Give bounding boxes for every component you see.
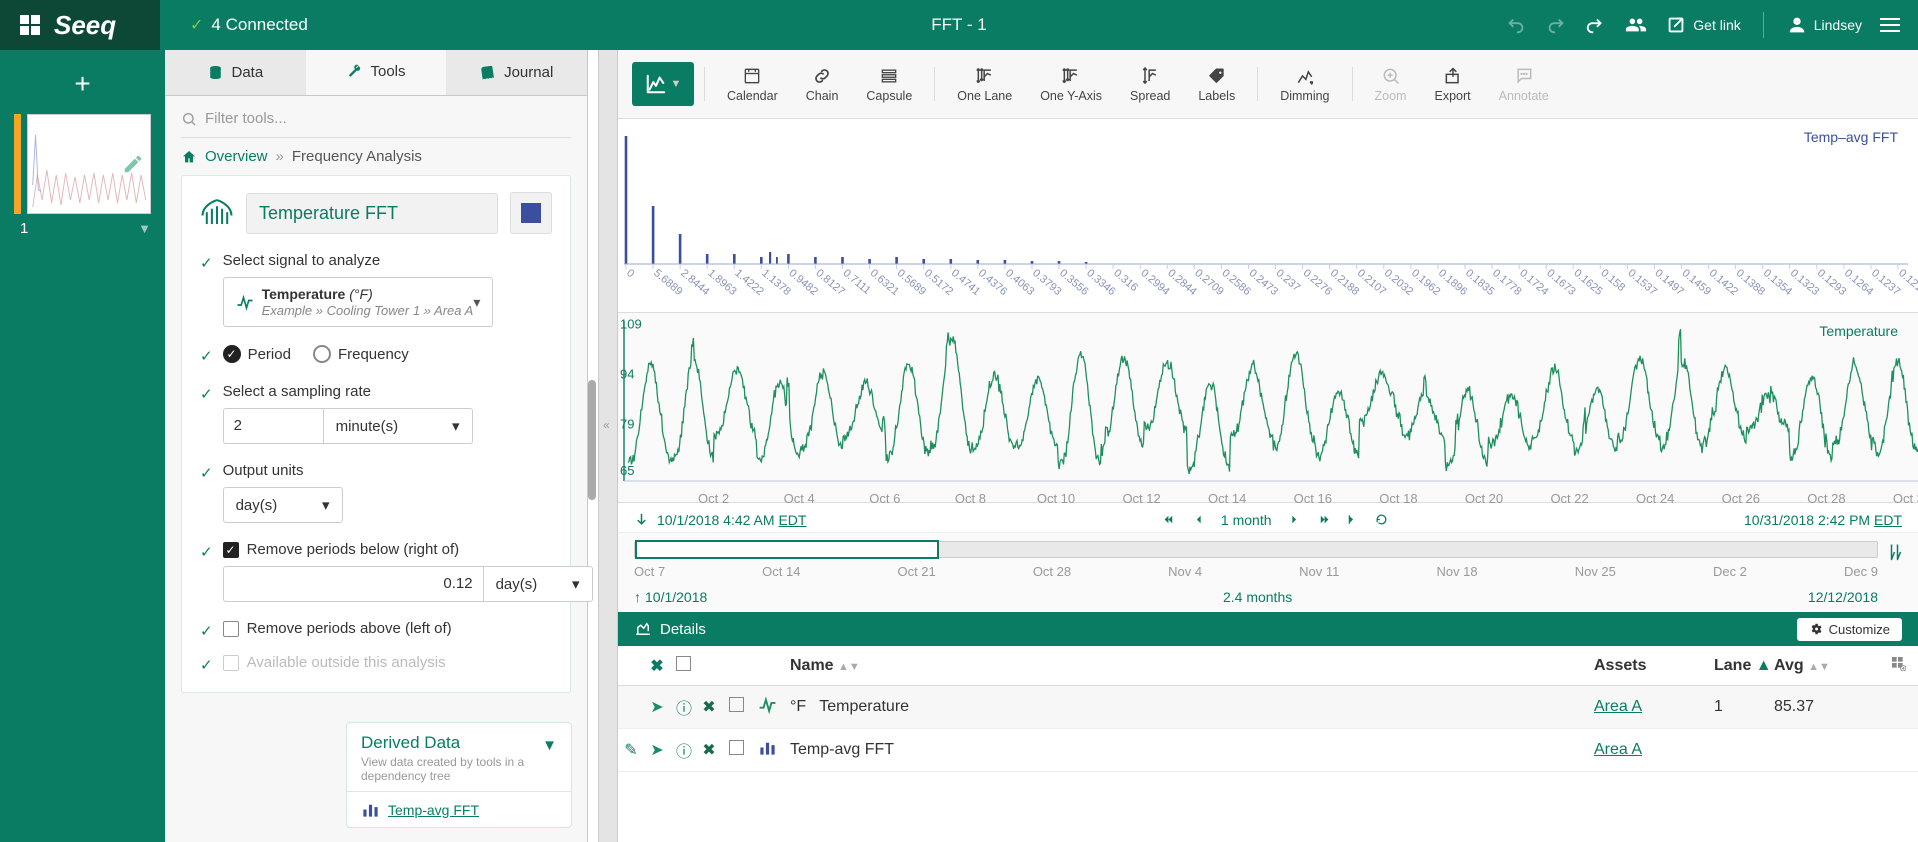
svg-text:0.4063: 0.4063 [1003, 267, 1036, 298]
svg-text:Oct 4: Oct 4 [784, 491, 815, 503]
svg-text:0.1724: 0.1724 [1517, 267, 1550, 298]
svg-text:65: 65 [620, 463, 634, 478]
svg-text:0: 0 [624, 267, 636, 280]
svg-text:0.5689: 0.5689 [895, 267, 928, 298]
svg-text:Oct 12: Oct 12 [1122, 491, 1160, 503]
svg-text:0.1237: 0.1237 [1869, 267, 1902, 298]
svg-text:0.1323: 0.1323 [1788, 267, 1821, 298]
svg-text:109: 109 [620, 316, 642, 331]
svg-text:0.2709: 0.2709 [1192, 267, 1225, 298]
svg-text:0.1388: 0.1388 [1734, 267, 1767, 298]
svg-text:0.1673: 0.1673 [1544, 267, 1577, 298]
svg-text:0.3793: 0.3793 [1030, 267, 1063, 298]
svg-text:0.2032: 0.2032 [1382, 267, 1415, 298]
svg-text:1.4222: 1.4222 [732, 267, 765, 298]
svg-text:0.2586: 0.2586 [1219, 267, 1252, 298]
svg-text:0.2276: 0.2276 [1301, 267, 1334, 298]
svg-text:Oct 10: Oct 10 [1037, 491, 1075, 503]
svg-text:0.2107: 0.2107 [1355, 267, 1388, 298]
svg-text:0.1835: 0.1835 [1463, 267, 1496, 298]
svg-text:2.8444: 2.8444 [678, 267, 711, 298]
svg-text:0.1896: 0.1896 [1436, 267, 1469, 298]
svg-text:0.2188: 0.2188 [1328, 267, 1361, 298]
svg-text:0.2844: 0.2844 [1165, 267, 1198, 298]
svg-text:94: 94 [620, 366, 634, 381]
svg-text:1.1378: 1.1378 [759, 267, 792, 298]
svg-text:0.3346: 0.3346 [1084, 267, 1117, 298]
svg-text:0.1293: 0.1293 [1815, 267, 1848, 298]
svg-text:Oct 8: Oct 8 [955, 491, 986, 503]
svg-text:0.5172: 0.5172 [922, 267, 955, 298]
svg-text:0.2994: 0.2994 [1138, 267, 1171, 298]
svg-text:0.1459: 0.1459 [1680, 267, 1713, 298]
svg-text:0.4376: 0.4376 [976, 267, 1009, 298]
svg-text:0.9482: 0.9482 [786, 267, 819, 298]
svg-text:5.6889: 5.6889 [651, 267, 684, 298]
svg-text:Oct 14: Oct 14 [1208, 491, 1246, 503]
svg-text:0.1537: 0.1537 [1625, 267, 1658, 298]
svg-text:Oct 30: Oct 30 [1893, 491, 1918, 503]
svg-text:0.1497: 0.1497 [1652, 267, 1685, 298]
svg-text:Oct 26: Oct 26 [1722, 491, 1760, 503]
svg-text:Oct 18: Oct 18 [1379, 491, 1417, 503]
svg-text:Oct 24: Oct 24 [1636, 491, 1674, 503]
svg-text:0.4741: 0.4741 [949, 267, 982, 298]
svg-text:0.1625: 0.1625 [1571, 267, 1604, 298]
svg-text:0.8127: 0.8127 [813, 267, 846, 298]
svg-text:Oct 2: Oct 2 [698, 491, 729, 503]
svg-text:0.2473: 0.2473 [1247, 267, 1280, 298]
svg-text:79: 79 [620, 416, 634, 431]
svg-text:Oct 6: Oct 6 [869, 491, 900, 503]
svg-text:0.1778: 0.1778 [1490, 267, 1523, 298]
svg-text:Oct 20: Oct 20 [1465, 491, 1503, 503]
svg-text:Oct 28: Oct 28 [1807, 491, 1845, 503]
svg-text:0.1354: 0.1354 [1761, 267, 1794, 298]
svg-text:0.1422: 0.1422 [1707, 267, 1740, 298]
svg-text:Oct 22: Oct 22 [1550, 491, 1588, 503]
svg-text:Oct 16: Oct 16 [1294, 491, 1332, 503]
svg-text:1.8963: 1.8963 [705, 267, 738, 298]
svg-text:0.1962: 0.1962 [1409, 267, 1442, 298]
svg-text:0.1264: 0.1264 [1842, 267, 1875, 298]
svg-text:0.6321: 0.6321 [868, 267, 901, 298]
svg-text:0.7111: 0.7111 [841, 267, 873, 297]
svg-text:0.3556: 0.3556 [1057, 267, 1090, 298]
